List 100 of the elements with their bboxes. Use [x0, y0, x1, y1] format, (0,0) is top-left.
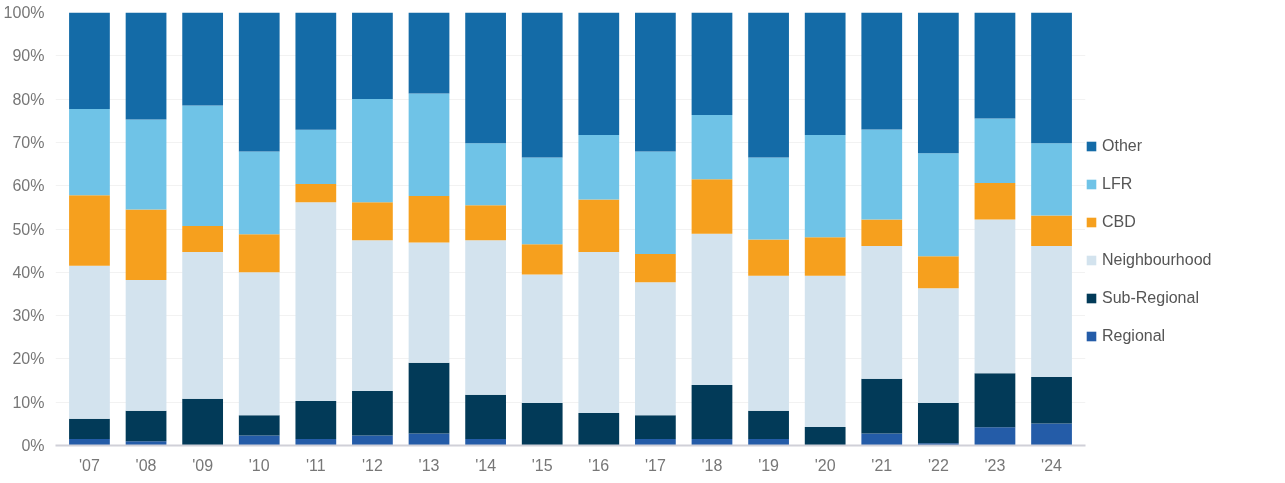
bar [748, 239, 789, 276]
bar [352, 202, 393, 241]
bar [578, 12, 620, 136]
bar [408, 12, 450, 94]
bar [352, 435, 393, 446]
x-tick-label: '18 [701, 456, 723, 474]
bar [861, 245, 903, 379]
bar [352, 99, 393, 203]
x-tick-label: '24 [1041, 456, 1063, 474]
bar [861, 378, 903, 434]
bar [238, 12, 280, 152]
bar [974, 183, 1016, 220]
bar [295, 202, 337, 401]
bar [578, 413, 620, 446]
x-tick-label: '20 [814, 456, 836, 474]
bar [238, 435, 280, 446]
bar [408, 362, 450, 434]
bar [238, 415, 280, 436]
bar [748, 410, 789, 440]
bar [974, 118, 1016, 184]
bar [521, 403, 563, 446]
x-tick-label: '17 [644, 456, 666, 474]
bar [1031, 12, 1072, 144]
bar [635, 439, 676, 446]
x-tick-label: '12 [362, 456, 383, 474]
x-tick-label: '09 [192, 456, 214, 474]
bar [125, 441, 167, 446]
bar [917, 12, 959, 154]
bar [521, 244, 563, 275]
bar [691, 384, 733, 440]
x-tick-label: '07 [79, 456, 100, 474]
bar [69, 12, 110, 110]
y-tick-label: 10% [12, 393, 45, 411]
bar [804, 426, 846, 446]
y-tick-label: 30% [12, 307, 45, 325]
bar [69, 439, 110, 446]
bar [295, 183, 337, 203]
bar [465, 240, 506, 395]
bar [521, 12, 563, 158]
bar [635, 254, 676, 283]
bar [1031, 245, 1072, 378]
x-tick-label: '11 [306, 456, 326, 474]
bar [238, 234, 280, 273]
bar [408, 93, 450, 197]
y-tick-label: 60% [12, 177, 45, 195]
bar [861, 12, 903, 130]
bar [974, 12, 1016, 119]
bar [465, 143, 506, 206]
x-tick-label: '10 [248, 456, 270, 474]
bar [352, 240, 393, 391]
bar [182, 12, 224, 106]
bar [974, 373, 1016, 428]
bar [917, 443, 959, 446]
bar [635, 151, 676, 255]
bar [408, 242, 450, 363]
bar [917, 403, 959, 444]
bar [635, 282, 676, 416]
bar [1031, 215, 1072, 246]
bar [578, 251, 620, 414]
x-tick-label: '22 [927, 456, 949, 474]
bar [691, 233, 733, 385]
legend-label: Regional [1102, 327, 1166, 345]
y-tick-label: 20% [12, 350, 45, 368]
bar [465, 439, 506, 446]
y-tick-label: 70% [12, 133, 45, 151]
bar [804, 237, 846, 276]
bar [691, 179, 733, 234]
bar [748, 439, 789, 446]
bar [408, 196, 450, 243]
bar [917, 256, 959, 289]
bar [69, 195, 110, 266]
bar [125, 410, 167, 442]
bar [238, 272, 280, 416]
legend-label: Sub-Regional [1102, 289, 1199, 307]
x-tick-label: '21 [871, 456, 893, 474]
y-tick-label: 100% [3, 4, 45, 21]
legend-label: LFR [1102, 175, 1133, 193]
bar [748, 275, 789, 411]
bar [974, 427, 1016, 446]
legend-label: Other [1102, 137, 1143, 155]
legend-label: CBD [1102, 213, 1136, 231]
bar [917, 153, 959, 257]
bar [295, 129, 337, 184]
bar [465, 12, 506, 144]
bar [974, 219, 1016, 374]
bar [465, 394, 506, 440]
bar [521, 274, 563, 404]
y-tick-label: 50% [12, 220, 45, 238]
bar [748, 157, 789, 240]
legend-label: Neighbourhood [1102, 251, 1212, 269]
x-tick-label: '23 [984, 456, 1006, 474]
bar [125, 280, 167, 411]
bar [238, 151, 280, 235]
bar [804, 12, 846, 136]
bar [635, 415, 676, 440]
bar [182, 398, 224, 446]
bar [125, 209, 167, 281]
bar [125, 12, 167, 120]
bar [691, 439, 733, 446]
bar [521, 157, 563, 245]
